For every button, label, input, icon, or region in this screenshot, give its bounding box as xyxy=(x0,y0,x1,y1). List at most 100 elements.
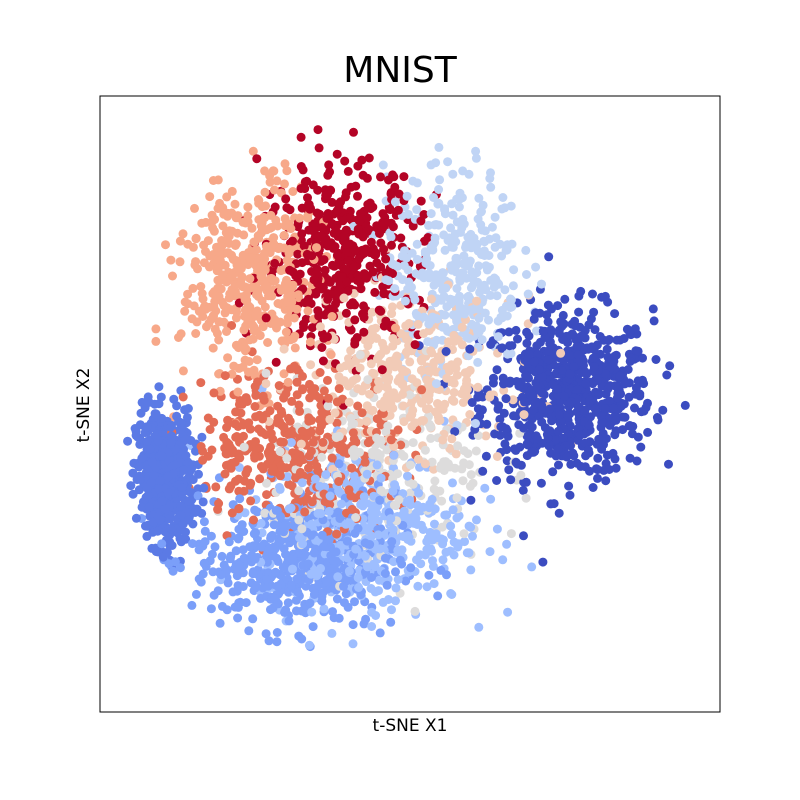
scatter-point-class-6 xyxy=(426,294,436,304)
scatter-point-class-0 xyxy=(605,381,615,391)
scatter-point-class-1 xyxy=(199,483,209,493)
scatter-point-class-7 xyxy=(223,353,233,363)
scatter-point-class-2 xyxy=(215,618,225,628)
scatter-point-class-8 xyxy=(295,406,305,416)
scatter-point-class-5 xyxy=(375,450,385,460)
scatter-point-class-8 xyxy=(262,490,272,500)
scatter-point-class-0 xyxy=(509,411,518,421)
scatter-point-class-8 xyxy=(251,412,261,422)
scatter-point-class-0 xyxy=(467,398,477,407)
scatter-point-class-9 xyxy=(299,241,309,251)
scatter-point-class-2 xyxy=(375,628,385,638)
scatter-point-class-4 xyxy=(434,198,444,208)
scatter-point-class-6 xyxy=(392,351,402,361)
scatter-point-class-6 xyxy=(413,319,423,329)
scatter-point-class-2 xyxy=(272,637,282,647)
scatter-point-class-7 xyxy=(260,166,270,176)
scatter-point-class-9 xyxy=(302,297,312,307)
scatter-point-class-7 xyxy=(265,223,275,233)
scatter-point-class-3 xyxy=(257,528,267,538)
scatter-point-class-4 xyxy=(441,283,451,293)
scatter-point-class-7 xyxy=(269,314,279,324)
scatter-point-class-7 xyxy=(222,192,232,202)
scatter-point-class-0 xyxy=(511,325,521,335)
scatter-point-class-0 xyxy=(652,413,662,422)
scatter-point-class-2 xyxy=(216,570,226,580)
scatter-point-class-1 xyxy=(134,462,144,472)
scatter-point-class-5 xyxy=(452,493,462,503)
scatter-point-class-6 xyxy=(387,302,397,312)
scatter-point-class-8 xyxy=(231,407,241,417)
scatter-point-class-1 xyxy=(183,496,193,506)
scatter-point-class-6 xyxy=(417,398,426,408)
scatter-point-class-7 xyxy=(247,223,257,233)
scatter-point-class-5 xyxy=(506,529,516,539)
scatter-point-class-7 xyxy=(253,195,263,204)
scatter-point-class-4 xyxy=(501,301,511,311)
scatter-point-class-7 xyxy=(178,366,188,376)
scatter-point-class-2 xyxy=(433,591,443,601)
scatter-point-class-3 xyxy=(348,639,358,649)
scatter-point-class-3 xyxy=(319,604,329,614)
scatter-point-class-8 xyxy=(241,469,251,478)
scatter-point-class-6 xyxy=(339,293,349,303)
scatter-point-class-8 xyxy=(255,474,265,484)
scatter-point-class-4 xyxy=(402,191,412,201)
scatter-point-class-7 xyxy=(277,336,287,346)
scatter-point-class-7 xyxy=(327,312,337,321)
scatter-point-class-0 xyxy=(519,423,529,433)
scatter-point-class-1 xyxy=(145,444,155,454)
scatter-point-class-0 xyxy=(662,370,672,380)
scatter-point-class-0 xyxy=(495,430,505,440)
scatter-point-class-0 xyxy=(565,369,575,379)
scatter-point-class-2 xyxy=(328,555,338,565)
scatter-point-class-6 xyxy=(279,344,289,354)
scatter-point-class-4 xyxy=(476,207,486,217)
scatter-point-class-0 xyxy=(636,442,646,452)
scatter-point-class-0 xyxy=(602,344,612,354)
scatter-point-class-3 xyxy=(390,480,399,490)
scatter-point-class-4 xyxy=(424,319,434,329)
scatter-point-class-9 xyxy=(393,205,403,215)
scatter-point-class-9 xyxy=(349,262,359,272)
scatter-point-class-6 xyxy=(417,354,427,364)
scatter-point-class-5 xyxy=(368,450,378,460)
scatter-point-class-2 xyxy=(240,553,250,563)
scatter-point-class-7 xyxy=(233,387,243,397)
scatter-point-class-3 xyxy=(492,524,502,534)
scatter-point-class-6 xyxy=(393,359,403,369)
scatter-point-class-7 xyxy=(284,219,294,229)
scatter-point-class-0 xyxy=(504,327,514,337)
scatter-point-class-9 xyxy=(314,143,324,153)
scatter-point-class-9 xyxy=(345,212,355,222)
scatter-point-class-6 xyxy=(442,373,452,383)
scatter-point-class-7 xyxy=(271,215,281,225)
scatter-point-class-0 xyxy=(532,382,542,392)
scatter-point-class-7 xyxy=(276,266,286,276)
scatter-point-class-4 xyxy=(469,233,479,243)
scatter-point-class-9 xyxy=(320,265,330,275)
scatter-point-class-5 xyxy=(331,432,341,442)
scatter-point-class-3 xyxy=(388,525,398,535)
scatter-point-class-2 xyxy=(233,602,243,612)
scatter-point-class-8 xyxy=(242,395,251,405)
scatter-point-class-9 xyxy=(298,165,308,175)
scatter-point-class-5 xyxy=(399,451,409,461)
scatter-point-class-3 xyxy=(447,529,457,539)
scatter-point-class-8 xyxy=(298,371,307,381)
scatter-point-class-9 xyxy=(288,236,297,246)
scatter-point-class-5 xyxy=(260,508,270,518)
scatter-point-class-6 xyxy=(458,398,468,407)
scatter-point-class-4 xyxy=(450,229,460,239)
scatter-point-class-0 xyxy=(643,427,653,437)
scatter-point-class-4 xyxy=(480,226,490,236)
scatter-point-class-6 xyxy=(357,386,367,396)
scatter-point-class-2 xyxy=(291,606,301,616)
scatter-point-class-2 xyxy=(234,560,244,570)
scatter-point-class-3 xyxy=(405,495,415,505)
scatter-point-class-2 xyxy=(331,547,341,557)
scatter-point-class-2 xyxy=(332,594,342,604)
scatter-point-class-5 xyxy=(459,529,469,539)
scatter-point-class-8 xyxy=(196,378,206,388)
scatter-point-class-4 xyxy=(429,280,439,290)
